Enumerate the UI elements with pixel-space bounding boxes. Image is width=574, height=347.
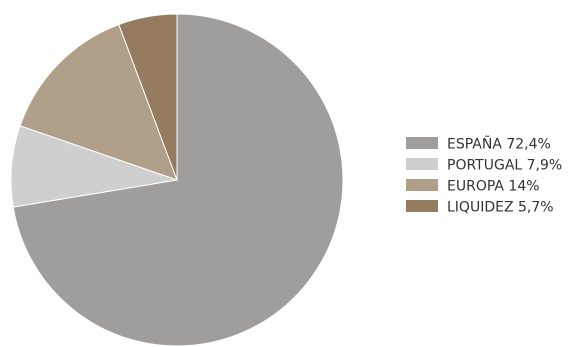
legend-swatch-portugal: [406, 158, 438, 170]
legend: ESPAÑA 72,4% PORTUGAL 7,9% EUROPA 14% LIQUI…: [406, 136, 562, 216]
legend-swatch-espa-a: [406, 137, 438, 149]
legend-swatch-europa: [406, 179, 438, 191]
pie-slices: [10, 13, 344, 347]
pie-slice-espa-a: [12, 13, 344, 347]
legend-label-europa: EUROPA 14%: [447, 179, 540, 195]
legend-swatch-liquidez: [406, 200, 438, 212]
legend-label-espa-a: ESPAÑA 72,4%: [447, 136, 551, 153]
legend-label-liquidez: LIQUIDEZ 5,7%: [447, 200, 554, 216]
legend-label-portugal: PORTUGAL 7,9%: [447, 158, 562, 174]
pie-slice-liquidez: [118, 13, 178, 181]
pie-slice-europa: [19, 23, 178, 181]
